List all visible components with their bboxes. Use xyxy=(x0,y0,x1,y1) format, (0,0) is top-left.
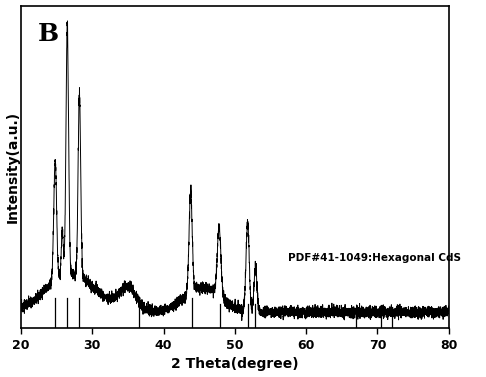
Text: B: B xyxy=(38,22,59,46)
Y-axis label: Intensity(a.u.): Intensity(a.u.) xyxy=(5,111,19,223)
Text: PDF#41-1049:Hexagonal CdS: PDF#41-1049:Hexagonal CdS xyxy=(288,253,461,263)
X-axis label: 2 Theta(degree): 2 Theta(degree) xyxy=(171,357,298,371)
